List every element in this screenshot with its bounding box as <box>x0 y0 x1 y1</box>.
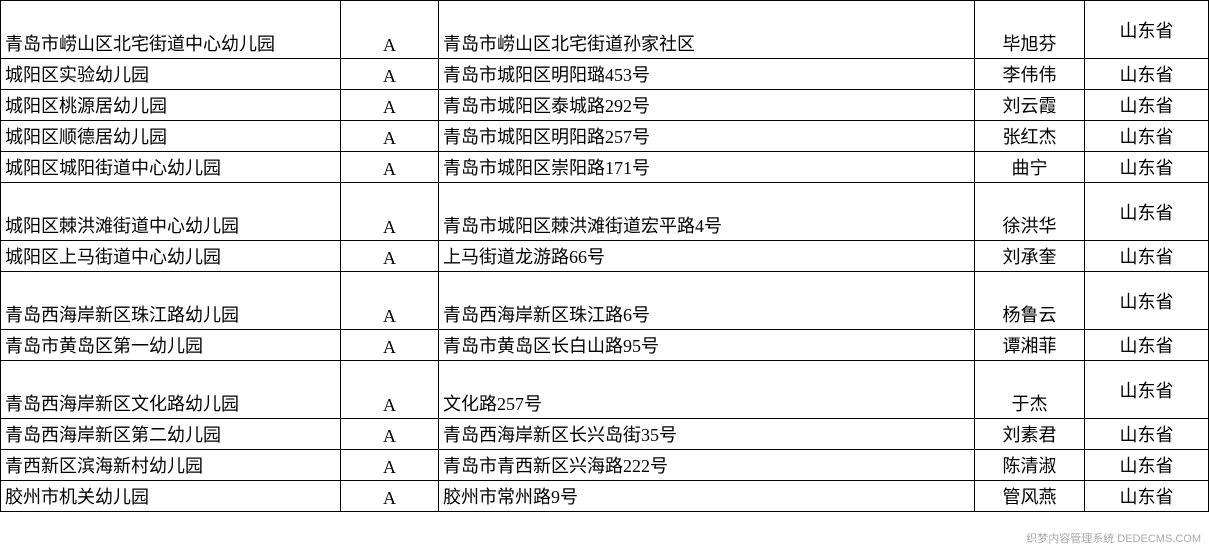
cell-person: 曲宁 <box>975 152 1085 183</box>
cell-addr: 上马街道龙游路66号 <box>439 241 975 272</box>
cell-grade: A <box>341 241 439 272</box>
cell-grade: A <box>341 59 439 90</box>
cell-person: 毕旭芬 <box>975 1 1085 59</box>
cell-grade: A <box>341 272 439 330</box>
kindergarten-table: 青岛市崂山区北宅街道中心幼儿园A青岛市崂山区北宅街道孙家社区毕旭芬山东省城阳区实… <box>0 0 1209 512</box>
cell-prov: 山东省 <box>1085 330 1209 361</box>
cell-name: 青西新区滨海新村幼儿园 <box>1 450 341 481</box>
cell-person: 于杰 <box>975 361 1085 419</box>
cell-name: 青岛西海岸新区文化路幼儿园 <box>1 361 341 419</box>
cell-name: 城阳区上马街道中心幼儿园 <box>1 241 341 272</box>
table-row: 青西新区滨海新村幼儿园A青岛市青西新区兴海路222号陈清淑山东省 <box>1 450 1209 481</box>
table-row: 胶州市机关幼儿园A胶州市常州路9号管风燕山东省 <box>1 481 1209 512</box>
table-row: 城阳区实验幼儿园A青岛市城阳区明阳璐453号李伟伟山东省 <box>1 59 1209 90</box>
table-row: 城阳区棘洪滩街道中心幼儿园A青岛市城阳区棘洪滩街道宏平路4号徐洪华山东省 <box>1 183 1209 241</box>
cell-person: 杨鲁云 <box>975 272 1085 330</box>
table-row: 城阳区上马街道中心幼儿园A上马街道龙游路66号刘承奎山东省 <box>1 241 1209 272</box>
cell-prov: 山东省 <box>1085 1 1209 59</box>
cell-grade: A <box>341 121 439 152</box>
cell-addr: 青岛市城阳区棘洪滩街道宏平路4号 <box>439 183 975 241</box>
cell-prov: 山东省 <box>1085 450 1209 481</box>
cell-person: 徐洪华 <box>975 183 1085 241</box>
cell-addr: 青岛西海岸新区长兴岛街35号 <box>439 419 975 450</box>
cell-prov: 山东省 <box>1085 59 1209 90</box>
cell-name: 城阳区桃源居幼儿园 <box>1 90 341 121</box>
watermark-text: 织梦内容管理系统 DEDECMS.COM <box>1026 530 1201 546</box>
table-row: 城阳区城阳街道中心幼儿园A青岛市城阳区崇阳路171号曲宁山东省 <box>1 152 1209 183</box>
table-row: 青岛西海岸新区珠江路幼儿园A青岛西海岸新区珠江路6号杨鲁云山东省 <box>1 272 1209 330</box>
cell-person: 谭湘菲 <box>975 330 1085 361</box>
cell-grade: A <box>341 183 439 241</box>
cell-addr: 青岛西海岸新区珠江路6号 <box>439 272 975 330</box>
cell-person: 刘承奎 <box>975 241 1085 272</box>
table-row: 青岛西海岸新区文化路幼儿园A文化路257号于杰山东省 <box>1 361 1209 419</box>
cell-person: 李伟伟 <box>975 59 1085 90</box>
cell-name: 城阳区顺德居幼儿园 <box>1 121 341 152</box>
cell-prov: 山东省 <box>1085 90 1209 121</box>
cell-prov: 山东省 <box>1085 121 1209 152</box>
cell-prov: 山东省 <box>1085 183 1209 241</box>
cell-grade: A <box>341 152 439 183</box>
cell-addr: 文化路257号 <box>439 361 975 419</box>
cell-person: 张红杰 <box>975 121 1085 152</box>
cell-person: 刘云霞 <box>975 90 1085 121</box>
cell-prov: 山东省 <box>1085 152 1209 183</box>
cell-addr: 青岛市城阳区泰城路292号 <box>439 90 975 121</box>
cell-grade: A <box>341 450 439 481</box>
cell-addr: 青岛市黄岛区长白山路95号 <box>439 330 975 361</box>
cell-person: 管风燕 <box>975 481 1085 512</box>
cell-grade: A <box>341 90 439 121</box>
cell-person: 刘素君 <box>975 419 1085 450</box>
table-row: 青岛西海岸新区第二幼儿园A青岛西海岸新区长兴岛街35号刘素君山东省 <box>1 419 1209 450</box>
table-row: 青岛市黄岛区第一幼儿园A青岛市黄岛区长白山路95号谭湘菲山东省 <box>1 330 1209 361</box>
cell-name: 青岛西海岸新区第二幼儿园 <box>1 419 341 450</box>
cell-prov: 山东省 <box>1085 361 1209 419</box>
table-row: 城阳区桃源居幼儿园A青岛市城阳区泰城路292号刘云霞山东省 <box>1 90 1209 121</box>
cell-grade: A <box>341 361 439 419</box>
table-row: 青岛市崂山区北宅街道中心幼儿园A青岛市崂山区北宅街道孙家社区毕旭芬山东省 <box>1 1 1209 59</box>
cell-addr: 青岛市崂山区北宅街道孙家社区 <box>439 1 975 59</box>
cell-grade: A <box>341 419 439 450</box>
cell-addr: 青岛市城阳区崇阳路171号 <box>439 152 975 183</box>
cell-addr: 青岛市城阳区明阳路257号 <box>439 121 975 152</box>
cell-prov: 山东省 <box>1085 481 1209 512</box>
cell-grade: A <box>341 330 439 361</box>
cell-grade: A <box>341 481 439 512</box>
cell-name: 城阳区棘洪滩街道中心幼儿园 <box>1 183 341 241</box>
table-row: 城阳区顺德居幼儿园A青岛市城阳区明阳路257号张红杰山东省 <box>1 121 1209 152</box>
cell-person: 陈清淑 <box>975 450 1085 481</box>
cell-name: 青岛市崂山区北宅街道中心幼儿园 <box>1 1 341 59</box>
cell-grade: A <box>341 1 439 59</box>
cell-name: 胶州市机关幼儿园 <box>1 481 341 512</box>
cell-prov: 山东省 <box>1085 419 1209 450</box>
cell-name: 青岛西海岸新区珠江路幼儿园 <box>1 272 341 330</box>
cell-addr: 胶州市常州路9号 <box>439 481 975 512</box>
cell-name: 城阳区城阳街道中心幼儿园 <box>1 152 341 183</box>
cell-prov: 山东省 <box>1085 241 1209 272</box>
cell-name: 城阳区实验幼儿园 <box>1 59 341 90</box>
cell-addr: 青岛市青西新区兴海路222号 <box>439 450 975 481</box>
cell-addr: 青岛市城阳区明阳璐453号 <box>439 59 975 90</box>
cell-prov: 山东省 <box>1085 272 1209 330</box>
cell-name: 青岛市黄岛区第一幼儿园 <box>1 330 341 361</box>
